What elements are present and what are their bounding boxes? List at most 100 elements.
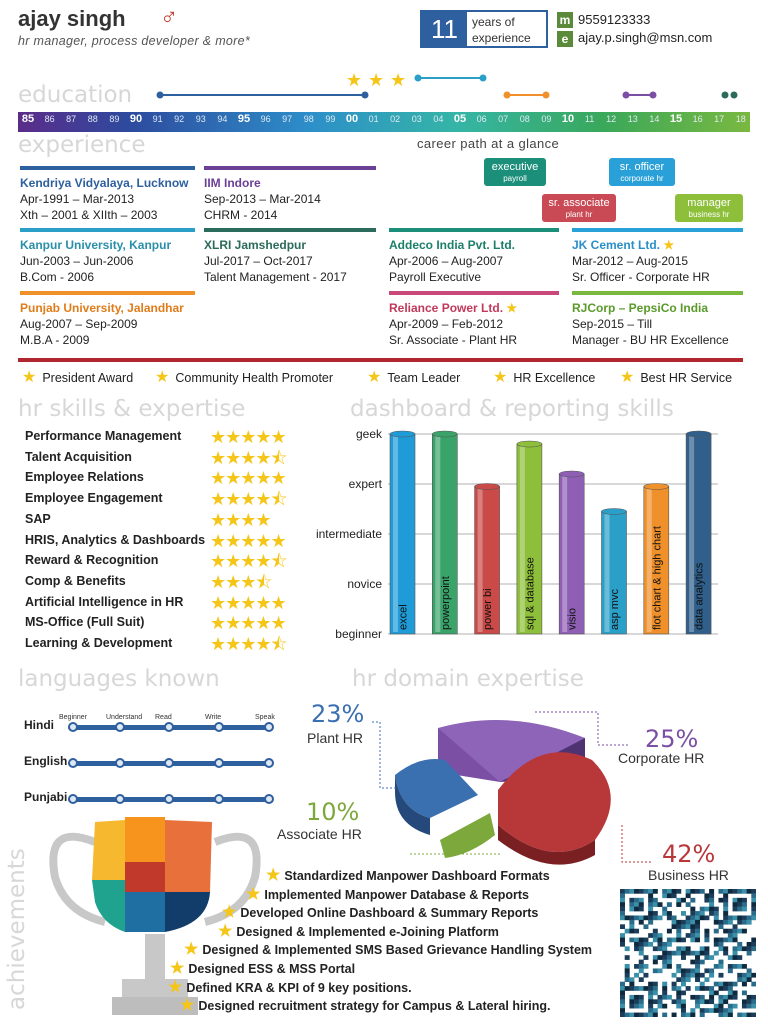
- timeline-year: 00: [345, 113, 359, 125]
- language-level-dot: [164, 722, 174, 732]
- timeline-year: 15: [669, 113, 683, 125]
- card-dates: Sep-2015 – Till: [572, 317, 653, 331]
- chart-bar-label: powerpoint: [440, 576, 452, 630]
- star-icon: ★: [218, 922, 233, 940]
- pie-label-plant: Plant HR: [307, 730, 364, 746]
- star-icon: ★: [180, 997, 195, 1015]
- education-card: Kendriya Vidyalaya, Lucknow Apr-1991 – M…: [20, 166, 195, 223]
- pie-slice-business: [498, 752, 611, 852]
- chart-bar: [685, 430, 712, 635]
- language-level-dot: [214, 758, 224, 768]
- phone-icon: m: [557, 12, 573, 28]
- achievement-item: ★ Designed & Implemented SMS Based Grieva…: [184, 941, 593, 959]
- timeline-year: 87: [66, 114, 77, 124]
- career-path-caption: career path at a glance: [417, 136, 560, 151]
- chart-bar: [601, 508, 627, 635]
- timeline-year: 96: [260, 114, 271, 124]
- language-level-dot: [164, 758, 174, 768]
- language-level-dot: [264, 794, 274, 804]
- skill-name: Learning & Development: [25, 636, 173, 650]
- star-icon: ★: [663, 238, 675, 252]
- card-dates: Apr-2009 – Feb-2012: [389, 317, 504, 331]
- chart-y-tick: expert: [349, 477, 383, 491]
- language-track: [68, 758, 274, 768]
- timeline-year: 99: [325, 114, 336, 124]
- chart-bar-label: data analytics: [694, 562, 706, 630]
- timeline-year: 11: [584, 114, 595, 124]
- skill-name: Reward & Recognition: [25, 553, 159, 568]
- card-title: Reliance Power Ltd. ★: [389, 301, 518, 315]
- card-detail: B.Com - 2006: [20, 270, 95, 284]
- timeline-year: 95: [237, 113, 251, 125]
- timeline-year: 86: [44, 114, 55, 124]
- skill-rating: ★★★★★: [210, 468, 287, 489]
- tagline: hr manager, process developer & more*: [18, 34, 251, 48]
- skill-rating: ★★★★⯪: [210, 489, 288, 510]
- email-address[interactable]: ajay.p.singh@msn.com: [578, 30, 713, 45]
- card-title: Addeco India Pvt. Ltd.: [389, 238, 516, 252]
- language-name: Punjabi: [24, 790, 68, 804]
- achievement-item: ★ Designed recruitment strategy for Campu…: [180, 997, 551, 1015]
- role-pill-manager: manager business hr: [675, 194, 743, 222]
- card-detail: Payroll Executive: [389, 270, 482, 284]
- award-item: ★ HR Excellence: [493, 369, 596, 386]
- chart-bar: [516, 440, 543, 635]
- achievements-title: achievements: [4, 848, 30, 1010]
- skill-name: Employee Relations: [25, 470, 144, 485]
- star-icon: ★: [184, 941, 199, 959]
- timeline-year: 03: [411, 114, 422, 124]
- pie-slice-plant: [395, 759, 478, 818]
- card-dates: Jun-2003 – Jun-2006: [20, 254, 134, 268]
- award-item: ★ Community Health Promoter: [155, 369, 334, 386]
- role-pill-sr-associate: sr. associate plant hr: [542, 194, 616, 222]
- star-icon: ★: [22, 369, 37, 386]
- timeline-year: 94: [217, 114, 228, 124]
- language-level-dot: [214, 794, 224, 804]
- chart-bar: [474, 483, 500, 635]
- language-level-dot: [115, 758, 125, 768]
- star-icon: ★: [170, 960, 185, 977]
- timeline-year: 97: [282, 114, 293, 124]
- qr-code[interactable]: [620, 889, 756, 1017]
- award-item: ★ Best HR Service: [620, 369, 733, 386]
- language-name: Hindi: [24, 718, 54, 732]
- chart-y-tick: geek: [356, 427, 383, 441]
- svg-text:★: ★: [390, 70, 406, 90]
- dashboard-title: dashboard & reporting skills: [350, 396, 674, 422]
- card-dates: Apr-1991 – Mar-2013: [20, 192, 135, 206]
- pie-pct-corporate: 25%: [645, 725, 699, 753]
- card-title: Punjab University, Jalandhar: [20, 301, 184, 315]
- timeline-year: 04: [433, 114, 444, 124]
- star-icon: ★: [246, 885, 261, 903]
- chart-y-tick: novice: [347, 577, 382, 591]
- star-icon: ★: [367, 369, 382, 386]
- card-dates: Mar-2012 – Aug-2015: [572, 254, 689, 268]
- star-icon: ★: [266, 867, 281, 884]
- language-level-header: Beginner: [59, 714, 88, 721]
- language-level-header: Speak: [255, 714, 275, 721]
- card-detail: CHRM - 2014: [204, 208, 278, 222]
- skills-title: hr skills & expertise: [18, 396, 246, 422]
- education-title: education: [18, 82, 133, 108]
- pie-pct-plant: 23%: [311, 700, 365, 728]
- trophy-icon: [49, 817, 261, 1015]
- pie-slice-business-side: [498, 825, 595, 865]
- card-title: XLRI Jamshedpur: [204, 238, 307, 252]
- chart-y-tick: beginner: [335, 627, 382, 641]
- timeline-year: 01: [368, 114, 379, 124]
- skill-rating: ★★★★: [210, 509, 272, 530]
- language-track: [68, 794, 274, 804]
- skill-name: Performance Management: [25, 429, 182, 443]
- card-detail: Sr. Associate - Plant HR: [389, 333, 518, 347]
- achievement-item: ★ Designed & Implemented e-Joining Platfo…: [218, 922, 499, 940]
- timeline-year: 05: [453, 113, 467, 125]
- star-icon: ★: [506, 301, 518, 315]
- achievement-item: ★ Developed Online Dashboard & Summary Re…: [222, 904, 539, 922]
- phone-number[interactable]: 9559123333: [578, 12, 651, 27]
- years-label-line1: years of: [472, 15, 515, 29]
- card-title: Kendriya Vidyalaya, Lucknow: [20, 176, 189, 190]
- timeline-year: 85: [21, 113, 35, 125]
- timeline-year: 88: [87, 114, 98, 124]
- education-card: XLRI Jamshedpur Jul-2017 – Oct-2017 Tale…: [204, 228, 376, 285]
- experience-card: Addeco India Pvt. Ltd. Apr-2006 – Aug-20…: [389, 228, 559, 285]
